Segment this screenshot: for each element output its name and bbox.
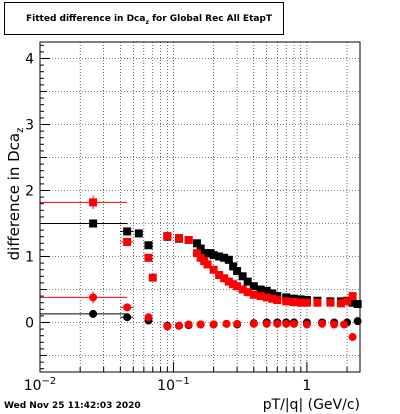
y-tick-label: 3 <box>25 118 34 134</box>
data-point <box>330 320 339 329</box>
data-point <box>144 313 153 322</box>
data-point <box>229 262 238 271</box>
chart-title-box: Fitted difference in Dcaz for Global Rec… <box>4 2 284 35</box>
data-point <box>348 333 357 342</box>
y-tick-label: 2 <box>25 184 34 200</box>
data-point <box>209 251 218 260</box>
data-point <box>192 239 201 248</box>
data-point <box>163 232 172 241</box>
data-point <box>203 260 212 269</box>
data-point <box>256 285 265 294</box>
data-point <box>89 198 98 207</box>
data-point <box>268 294 277 303</box>
y-tick-label: 4 <box>25 52 34 68</box>
data-point <box>209 265 218 274</box>
data-point <box>174 234 183 243</box>
data-point <box>222 319 231 328</box>
y-axis-title: difference in Dcaz <box>5 128 26 261</box>
data-point <box>262 286 271 295</box>
y-tick-label: 0 <box>25 316 34 332</box>
data-point <box>233 282 242 291</box>
data-point <box>243 277 252 286</box>
data-point <box>348 298 357 307</box>
data-point <box>238 285 247 294</box>
data-point <box>89 293 98 302</box>
data-point <box>302 298 311 307</box>
data-point <box>192 249 201 258</box>
chart-title: Fitted difference in Dcaz for Global Rec… <box>26 14 273 26</box>
data-point <box>196 320 205 329</box>
data-point <box>262 319 271 328</box>
data-point <box>262 293 271 302</box>
data-point <box>243 288 252 297</box>
timestamp-label: Wed Nov 25 11:42:03 2020 <box>4 401 141 411</box>
data-point <box>296 298 305 307</box>
data-point <box>209 320 218 329</box>
series-1 <box>40 195 357 308</box>
data-point <box>184 236 193 244</box>
data-point <box>148 273 157 282</box>
data-point <box>289 319 298 328</box>
data-point <box>268 289 277 298</box>
data-point <box>215 270 224 279</box>
data-point <box>220 253 229 262</box>
tick-labels: 10−2 10−1 1 0 1 2 3 4 <box>24 52 312 395</box>
data-point <box>353 300 362 309</box>
x-tick-label: 1 <box>302 378 311 394</box>
data-point <box>233 319 242 328</box>
data-point <box>215 252 224 261</box>
data-marks <box>40 195 362 342</box>
data-point <box>233 267 242 276</box>
axis-ticks <box>39 44 348 372</box>
data-point <box>249 290 258 299</box>
data-point <box>220 274 229 283</box>
x-axis-title: pT/|q| (GeV/c) <box>263 397 360 413</box>
data-point <box>224 277 233 286</box>
y-tick-label: 1 <box>25 250 34 266</box>
data-point <box>326 298 335 307</box>
data-point <box>144 241 153 250</box>
data-point <box>282 297 291 306</box>
data-point <box>196 244 205 253</box>
data-point <box>336 299 345 308</box>
data-point <box>282 319 291 328</box>
data-point <box>134 229 143 238</box>
data-point <box>273 319 282 328</box>
data-point <box>123 227 132 236</box>
data-point <box>256 292 265 301</box>
data-point <box>343 297 352 306</box>
data-point <box>123 313 132 322</box>
data-point <box>318 319 327 328</box>
data-point <box>174 321 183 330</box>
data-point <box>348 292 357 301</box>
data-point <box>224 255 233 264</box>
data-point <box>340 320 349 329</box>
data-point <box>144 253 153 262</box>
data-point <box>249 282 258 291</box>
data-point <box>123 237 132 246</box>
data-point <box>123 303 132 312</box>
data-point <box>273 296 282 305</box>
data-point <box>249 319 258 328</box>
data-point <box>89 309 98 318</box>
data-point <box>313 298 322 307</box>
data-point <box>89 219 98 228</box>
plot-frame <box>39 41 361 373</box>
data-point <box>184 320 193 329</box>
data-point <box>238 272 247 281</box>
data-point <box>302 320 311 329</box>
data-point <box>163 322 172 331</box>
series-3 <box>40 291 357 342</box>
data-point <box>289 298 298 307</box>
x-tick-label: 10−1 <box>157 376 190 394</box>
x-tick-label: 10−2 <box>24 376 57 394</box>
